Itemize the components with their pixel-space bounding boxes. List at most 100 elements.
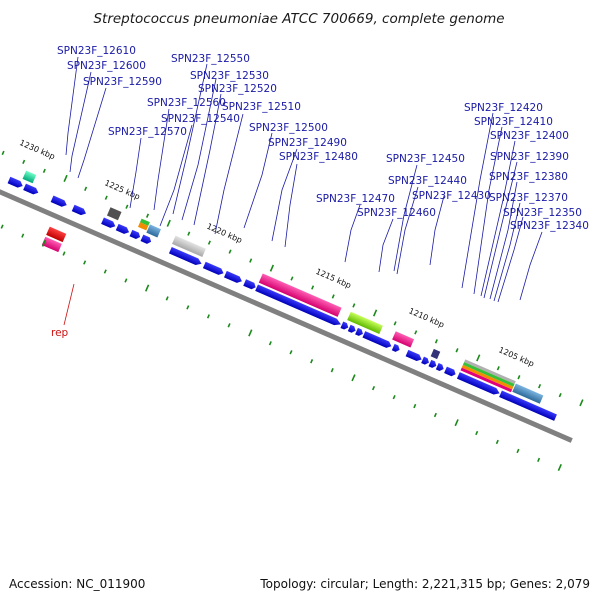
gene-label: SPN23F_12500	[249, 122, 328, 134]
ruler-tick	[206, 314, 210, 319]
ruler-tick	[476, 354, 481, 362]
ruler-tick	[103, 269, 107, 274]
feature-block	[512, 383, 544, 404]
leader-line	[493, 202, 521, 302]
feature-block	[462, 362, 515, 387]
ruler-tick	[104, 195, 108, 200]
ruler-tick	[0, 224, 4, 229]
leader-line	[461, 112, 494, 289]
ruler-tick	[21, 233, 25, 238]
ruler-label: 1230 kbp	[18, 138, 56, 161]
ruler-tick	[124, 278, 128, 283]
gene-labels: SPN23F_12610 SPN23F_12600 SPN23F_12590 S…	[51, 45, 589, 339]
ruler-tick	[186, 305, 190, 310]
gene-label: SPN23F_12520	[198, 83, 277, 95]
ruler-tick	[227, 323, 231, 328]
leader-line	[473, 126, 503, 295]
ruler-tick	[371, 385, 376, 391]
gene-arrow	[444, 366, 456, 377]
ruler-tick	[207, 240, 211, 245]
leader-line	[284, 163, 298, 248]
gene-label: SPN23F_12420	[464, 102, 543, 114]
ruler-tick	[311, 285, 315, 290]
gene-arrow	[23, 183, 39, 195]
gene-label: SPN23F_12430	[412, 190, 491, 202]
ruler-tick	[351, 374, 356, 382]
ruler-tick	[516, 448, 520, 454]
ruler-tick	[475, 430, 479, 436]
gene-arrow	[7, 176, 23, 188]
ruler-tick	[310, 359, 314, 364]
ruler-tick	[290, 276, 294, 281]
gene-arrow	[168, 246, 202, 265]
gene-arrow	[243, 279, 256, 290]
ruler-tick	[228, 249, 232, 254]
gene-label: SPN23F_12570	[108, 126, 187, 138]
gene-label: SPN23F_12550	[171, 53, 250, 65]
leader-line	[172, 63, 208, 215]
gene-label: SPN23F_12370	[489, 192, 568, 204]
leader-line	[429, 195, 445, 266]
ruler-labels: 1230 kbp 1225 kbp 1220 kbp 1215 kbp 1210…	[18, 138, 535, 369]
gene-arrow	[391, 343, 400, 352]
ruler-tick	[454, 419, 459, 427]
ruler-tick	[63, 174, 68, 182]
ruler-tick	[434, 339, 438, 344]
rep-feature-block	[41, 236, 62, 253]
ruler-tick	[330, 368, 334, 373]
gene-label: SPN23F_12460	[357, 207, 436, 219]
ruler-tick	[372, 309, 378, 317]
leader-line	[193, 93, 222, 226]
gene-arrow	[140, 234, 152, 244]
feature-block	[347, 311, 383, 334]
gene-label: SPN23F_12540	[161, 113, 240, 125]
feature-block	[137, 222, 149, 231]
ruler-tick	[42, 168, 46, 174]
gene-arrow	[101, 217, 116, 228]
map-title: Streptococcus pneumoniae ATCC 700669, co…	[93, 11, 504, 27]
ruler-tick	[289, 350, 293, 355]
rep-leader-line	[63, 283, 75, 326]
gene-arrow	[50, 195, 67, 207]
ruler-tick	[455, 348, 459, 353]
ruler-label: 1215 kbp	[314, 267, 352, 290]
leader-line	[271, 148, 298, 242]
ruler-tick	[248, 329, 253, 337]
feature-block	[430, 348, 441, 360]
ruler-tick	[537, 457, 541, 463]
ruler-ticks	[0, 150, 584, 472]
gene-label: SPN23F_12400	[490, 130, 569, 142]
ruler-tick	[187, 231, 191, 236]
gene-arrow	[347, 324, 356, 333]
leader-line	[396, 186, 419, 275]
forward-strand-genes	[7, 176, 557, 421]
ruler-tick	[352, 303, 356, 308]
gene-arrow	[255, 284, 341, 326]
feature-blocks	[22, 170, 544, 404]
ruler-tick	[145, 213, 150, 218]
rep-feature-block	[46, 226, 67, 243]
gene-arrow	[456, 372, 500, 395]
ruler-tick	[413, 403, 417, 409]
gene-label-leaders	[65, 56, 543, 303]
ruler-tick	[579, 399, 584, 407]
ruler-tick	[433, 412, 437, 418]
ruler-tick	[269, 264, 275, 272]
topology-text: Topology: circular; Length: 2,221,315 bp…	[260, 577, 590, 591]
gene-label: SPN23F_12560	[147, 97, 226, 109]
gene-label: SPN23F_12510	[222, 101, 301, 113]
ruler-label: 1210 kbp	[407, 306, 445, 329]
leader-line	[69, 71, 92, 173]
ruler-label: 1220 kbp	[205, 222, 243, 245]
gene-arrow	[223, 270, 242, 283]
leader-line	[393, 164, 418, 272]
ruler-tick	[392, 394, 396, 400]
gene-label: SPN23F_12340	[510, 220, 589, 232]
feature-block	[258, 273, 342, 317]
leader-line	[489, 181, 518, 300]
ruler-tick	[496, 366, 500, 371]
leader-line	[243, 132, 273, 229]
leader-line	[65, 56, 79, 156]
